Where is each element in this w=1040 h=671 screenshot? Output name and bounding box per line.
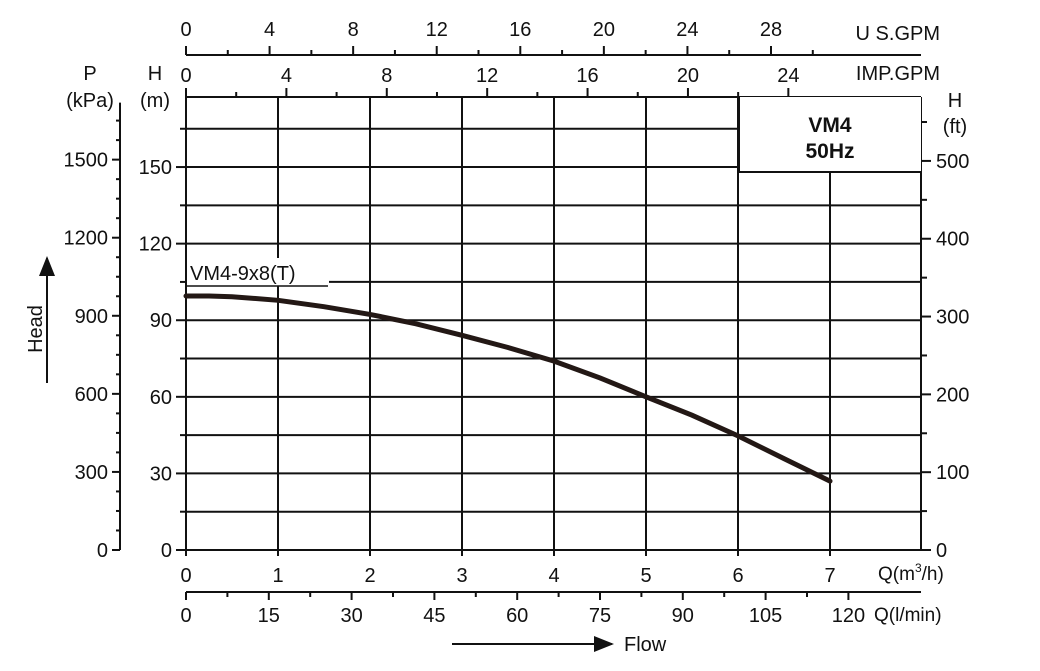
us-gpm-axis-label: U S.GPM bbox=[856, 23, 940, 45]
us-gpm-tick-label: 24 bbox=[676, 19, 698, 41]
q-m3h-tick-label: 5 bbox=[640, 565, 651, 587]
p-tick-label: 600 bbox=[75, 384, 108, 406]
p-tick-label: 0 bbox=[97, 540, 108, 562]
p-tick-label: 900 bbox=[75, 306, 108, 328]
q-lmin-tick-label: 15 bbox=[258, 605, 280, 627]
us-gpm-tick-label: 4 bbox=[264, 19, 275, 41]
q-lmin-tick-label: 75 bbox=[589, 605, 611, 627]
hft-tick-label: 0 bbox=[936, 540, 947, 562]
imp-gpm-tick-label: 16 bbox=[576, 65, 598, 87]
y-axis-title-head: Head bbox=[25, 305, 47, 353]
h-m-axis-unit: (m) bbox=[140, 90, 170, 112]
hm-tick-label: 120 bbox=[139, 234, 172, 256]
imp-gpm-axis-label: IMP.GPM bbox=[856, 63, 940, 85]
p-axis-unit: (kPa) bbox=[66, 90, 114, 112]
hm-tick-label: 0 bbox=[161, 540, 172, 562]
p-tick-label: 300 bbox=[75, 462, 108, 484]
p-tick-label: 1200 bbox=[64, 228, 109, 250]
curve-label-bg bbox=[187, 258, 329, 286]
us-gpm-tick-label: 16 bbox=[509, 19, 531, 41]
q-m3h-tick-label: 6 bbox=[732, 565, 743, 587]
series-line-vm4-9x8t bbox=[183, 293, 833, 484]
hm-tick-label: 60 bbox=[150, 387, 172, 409]
p-axis-title: P bbox=[83, 63, 96, 85]
q-m3h-tick-label: 2 bbox=[364, 565, 375, 587]
q-m3h-tick-label: 7 bbox=[824, 565, 835, 587]
hft-tick-label: 100 bbox=[936, 462, 969, 484]
imp-gpm-tick-label: 8 bbox=[381, 65, 392, 87]
us-gpm-tick-label: 12 bbox=[426, 19, 448, 41]
h-ft-axis-unit: (ft) bbox=[943, 116, 967, 138]
curve-label: VM4-9x8(T) bbox=[190, 263, 296, 285]
q-lmin-tick-label: 30 bbox=[340, 605, 362, 627]
imp-gpm-tick-label: 4 bbox=[281, 65, 292, 87]
q-lmin-tick-label: 105 bbox=[749, 605, 782, 627]
hft-tick-label: 500 bbox=[936, 151, 969, 173]
q-lmin-tick-label: 90 bbox=[672, 605, 694, 627]
p-tick-label: 1500 bbox=[64, 150, 109, 172]
hft-tick-label: 200 bbox=[936, 384, 969, 406]
h-ft-axis-title: H bbox=[948, 90, 962, 112]
imp-gpm-tick-label: 20 bbox=[677, 65, 699, 87]
q-lmin-tick-label: 120 bbox=[832, 605, 865, 627]
q-m3h-tick-label: 1 bbox=[272, 565, 283, 587]
q-m3h-tick-label: 3 bbox=[456, 565, 467, 587]
imp-gpm-tick-label: 12 bbox=[476, 65, 498, 87]
hft-tick-label: 300 bbox=[936, 307, 969, 329]
us-gpm-tick-label: 28 bbox=[760, 19, 782, 41]
chart-subtitle: 50Hz bbox=[805, 140, 854, 163]
q-m3h-axis-label: Q(m3/h) bbox=[878, 561, 944, 585]
tick-labels-layer: 0300600900120015000306090120150010020030… bbox=[64, 19, 970, 627]
hm-tick-label: 150 bbox=[139, 157, 172, 179]
chart-title: VM4 bbox=[808, 114, 852, 137]
imp-gpm-tick-label: 0 bbox=[180, 65, 191, 87]
q-lmin-axis-label: Q(l/min) bbox=[874, 605, 942, 626]
q-lmin-tick-label: 0 bbox=[180, 605, 191, 627]
q-lmin-tick-label: 45 bbox=[423, 605, 445, 627]
legend-box bbox=[739, 97, 921, 172]
imp-gpm-tick-label: 24 bbox=[777, 65, 799, 87]
hm-tick-label: 30 bbox=[150, 463, 172, 485]
us-gpm-tick-label: 20 bbox=[593, 19, 615, 41]
q-lmin-tick-label: 60 bbox=[506, 605, 528, 627]
hm-tick-label: 90 bbox=[150, 310, 172, 332]
q-m3h-tick-label: 0 bbox=[180, 565, 191, 587]
h-m-axis-title: H bbox=[148, 63, 162, 85]
q-m3h-tick-label: 4 bbox=[548, 565, 559, 587]
x-axis-title-flow: Flow bbox=[624, 634, 667, 656]
hft-tick-label: 400 bbox=[936, 229, 969, 251]
us-gpm-tick-label: 8 bbox=[348, 19, 359, 41]
us-gpm-tick-label: 0 bbox=[180, 19, 191, 41]
